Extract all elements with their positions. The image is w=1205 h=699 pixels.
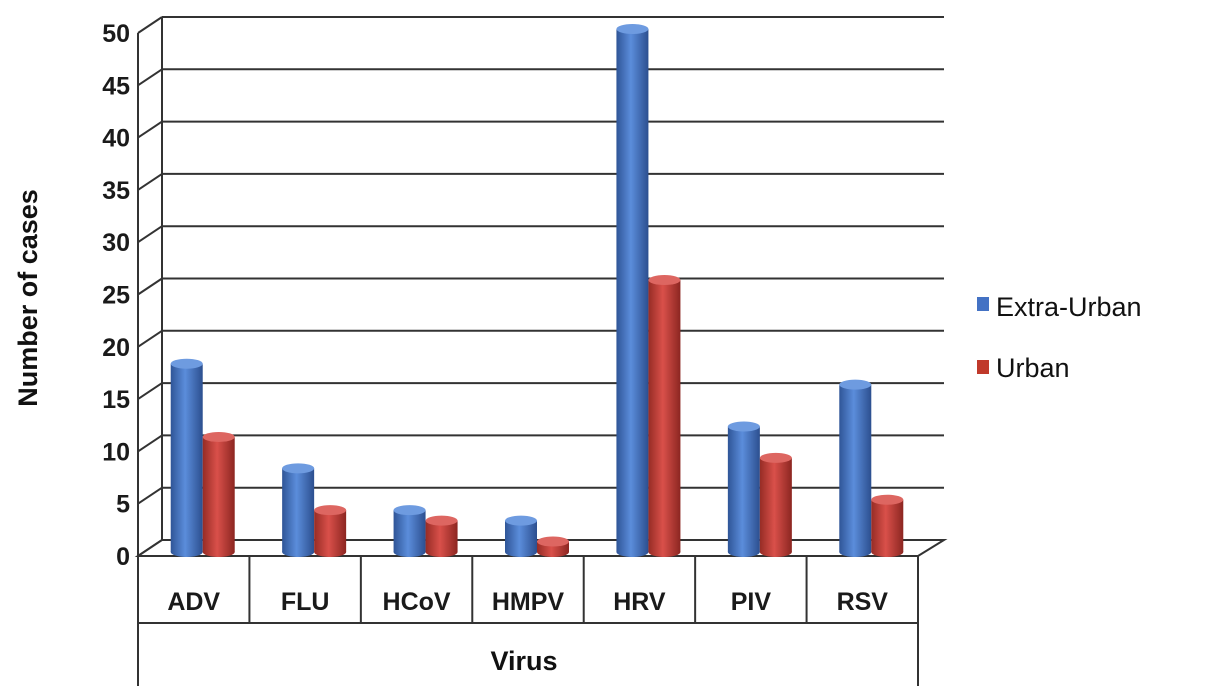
gridlines xyxy=(137,16,944,557)
bar-extra-urban-flu-body xyxy=(282,468,315,552)
x-tick-label: HMPV xyxy=(492,588,565,616)
bars xyxy=(170,24,904,557)
bar-extra-urban-hrv-body xyxy=(616,29,649,552)
bar-urban-hcov xyxy=(425,515,458,557)
gridline-diagonal xyxy=(137,120,163,139)
gridline-diagonal xyxy=(137,434,163,453)
bar-urban-hmpv-base xyxy=(537,547,569,557)
bar-extra-urban-hmpv xyxy=(505,515,537,557)
legend-swatch-extra-urban xyxy=(977,297,989,311)
x-tick-label: RSV xyxy=(837,588,889,616)
bar-extra-urban-hrv-base xyxy=(616,547,649,557)
y-tick-label: 5 xyxy=(116,491,130,519)
bar-extra-urban-flu-base xyxy=(282,547,315,557)
y-tick-label: 10 xyxy=(102,438,130,466)
bar-urban-adv-top xyxy=(202,431,235,442)
bar-extra-urban-hcov-top xyxy=(393,505,426,516)
bar-urban-rsv xyxy=(871,494,904,557)
gridline-diagonal xyxy=(137,382,163,400)
bar-urban-adv-body xyxy=(202,436,235,552)
y-tick-label: 15 xyxy=(102,386,130,414)
bar-urban-flu-top xyxy=(314,505,347,516)
bar-urban-hcov-top xyxy=(425,515,458,526)
bar-urban-hrv xyxy=(648,275,681,557)
bar-extra-urban-hcov xyxy=(393,505,426,557)
bar-urban-adv-base xyxy=(202,547,235,557)
gridline-diagonal xyxy=(137,486,163,505)
y-tick-label: 0 xyxy=(116,543,130,571)
legend-label-urban: Urban xyxy=(996,353,1070,383)
category-labels: ADV FLU HCoV HMPV HRV PIV RSV xyxy=(167,588,888,616)
x-tick-label: PIV xyxy=(731,588,772,616)
bar-urban-flu-body xyxy=(314,510,347,552)
gridline-diagonal xyxy=(137,173,163,191)
bar-extra-urban-hmpv-body xyxy=(505,520,537,552)
bar-urban-hmpv-body xyxy=(537,541,569,552)
x-tick-label: HRV xyxy=(613,588,666,616)
y-tick-label: 40 xyxy=(102,125,130,153)
bar-extra-urban-rsv-top xyxy=(839,379,872,390)
y-tick-label: 35 xyxy=(102,177,130,205)
bar-urban-hrv-top xyxy=(648,275,681,286)
y-tick-label: 45 xyxy=(102,72,130,100)
y-tick-label: 30 xyxy=(102,229,130,257)
gridline-diagonal xyxy=(137,16,163,34)
gridline-diagonal xyxy=(137,329,163,348)
y-tick-label: 25 xyxy=(102,282,130,310)
x-axis-title: Virus xyxy=(490,646,557,676)
y-tick-labels: 0 5 10 15 20 25 30 35 40 45 50 xyxy=(102,20,130,571)
bar-extra-urban-hcov-body xyxy=(393,510,426,552)
bar-extra-urban-piv-body xyxy=(727,426,760,552)
bar-extra-urban-piv-top xyxy=(727,421,760,432)
x-tick-label: ADV xyxy=(167,588,220,616)
bar-extra-urban-adv-base xyxy=(170,547,203,557)
bar-urban-hmpv xyxy=(537,536,569,557)
bar-urban-flu-base xyxy=(314,547,347,557)
bar-urban-piv-top xyxy=(759,452,792,463)
bar-extra-urban-piv-base xyxy=(727,547,760,557)
bar-urban-hcov-body xyxy=(425,520,458,552)
y-axis-title: Number of cases xyxy=(13,189,43,407)
bar-extra-urban-rsv-base xyxy=(839,547,872,557)
legend-label-extra-urban: Extra-Urban xyxy=(996,292,1142,322)
bar-urban-piv-body xyxy=(759,457,792,552)
bar-urban-adv xyxy=(202,431,235,557)
bar-urban-hrv-body xyxy=(648,280,681,552)
x-tick-label: FLU xyxy=(281,588,330,616)
bar-urban-hrv-base xyxy=(648,547,681,557)
bar-urban-hmpv-top xyxy=(537,536,569,547)
legend-swatch-urban xyxy=(977,360,989,374)
bar-extra-urban-hmpv-top xyxy=(505,515,537,526)
legend: Extra-Urban Urban xyxy=(977,292,1142,383)
bar-urban-rsv-body xyxy=(871,499,904,552)
bar-extra-urban-adv xyxy=(170,358,203,557)
y-tick-label: 20 xyxy=(102,334,130,362)
bar-extra-urban-hcov-base xyxy=(393,547,426,557)
bar-urban-rsv-base xyxy=(871,547,904,557)
y-tick-label: 50 xyxy=(102,20,130,48)
bar-extra-urban-hmpv-base xyxy=(505,547,537,557)
bar-extra-urban-flu-top xyxy=(282,463,315,474)
gridline-diagonal xyxy=(137,68,163,87)
bar-extra-urban-hrv xyxy=(616,24,649,557)
bar-extra-urban-rsv xyxy=(839,379,872,557)
bar-urban-piv-base xyxy=(759,547,792,557)
bar-urban-hcov-base xyxy=(425,547,458,557)
bar-extra-urban-adv-top xyxy=(170,358,203,369)
bar-extra-urban-piv xyxy=(727,421,760,557)
bar-extra-urban-adv-body xyxy=(170,363,203,552)
gridline-diagonal xyxy=(137,277,163,296)
bar-extra-urban-flu xyxy=(282,463,315,557)
bar-extra-urban-hrv-top xyxy=(616,24,649,34)
bar-urban-piv xyxy=(759,452,792,557)
bar-extra-urban-rsv-body xyxy=(839,384,872,552)
gridline-diagonal xyxy=(137,225,163,244)
bar-urban-flu xyxy=(314,505,347,557)
bar-urban-rsv-top xyxy=(871,494,904,505)
x-tick-label: HCoV xyxy=(383,588,451,616)
